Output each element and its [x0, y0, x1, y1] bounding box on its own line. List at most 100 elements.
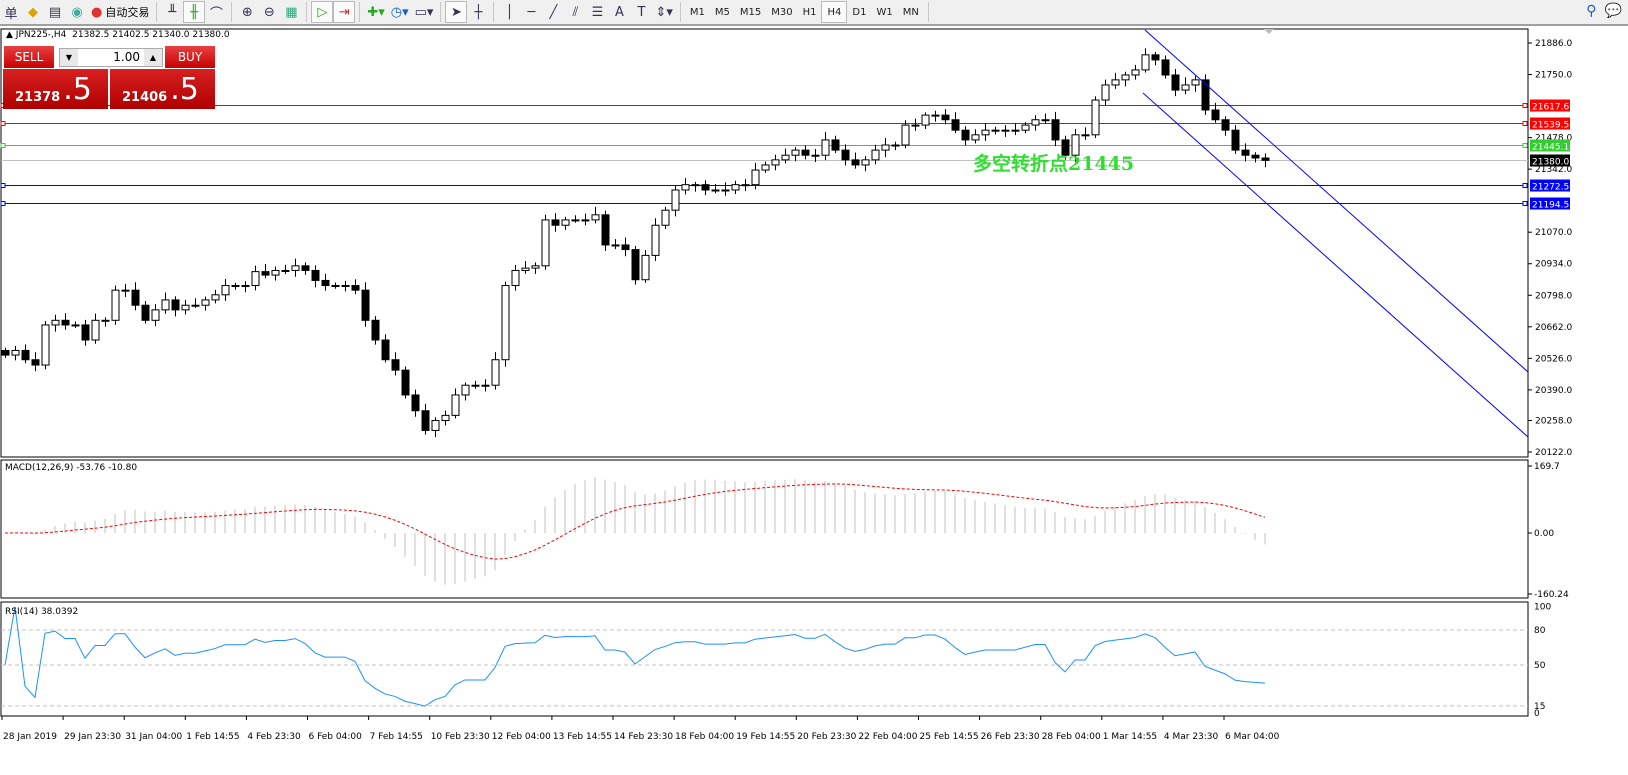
candle-bull	[251, 271, 260, 287]
candle-bull	[581, 219, 590, 222]
lot-increase-icon[interactable]: ▲	[144, 49, 162, 66]
divider	[927, 2, 929, 22]
divider	[359, 2, 361, 22]
candle-bull	[211, 294, 220, 301]
tile-windows-icon[interactable]: ▦	[285, 4, 298, 20]
candle-bear	[31, 359, 40, 366]
line-handle	[0, 201, 6, 206]
trendline-icon[interactable]: ╱	[549, 4, 558, 20]
text-label-icon[interactable]: T	[637, 4, 646, 20]
candle-bull	[541, 219, 550, 267]
collapse-icon[interactable]: ▲	[6, 30, 13, 40]
buy-button[interactable]: BUY	[165, 46, 215, 68]
time-label: 7 Feb 14:55	[370, 732, 423, 742]
lot-decrease-icon[interactable]: ▼	[60, 49, 78, 66]
fibonacci-icon[interactable]: ☰	[591, 4, 604, 20]
zoom-in-icon[interactable]: ⊕	[241, 4, 253, 20]
candle-bull	[471, 384, 480, 387]
candle-bull	[1001, 129, 1010, 132]
time-label: 26 Feb 23:30	[981, 732, 1040, 742]
candle-bull	[51, 319, 60, 326]
timeframe-w1[interactable]: W1	[876, 6, 893, 18]
equidistant-channel-icon[interactable]: ⫽	[572, 4, 579, 20]
timeframe-m30[interactable]: M30	[771, 6, 793, 18]
price-label-box	[1530, 139, 1570, 152]
arrows-icon[interactable]: ⇕▾	[655, 4, 673, 20]
periods-icon[interactable]: ◷▾	[390, 4, 409, 20]
auto-trade-button[interactable]: ● 自动交易	[88, 1, 152, 23]
time-label: 4 Mar 23:30	[1164, 732, 1219, 742]
lot-stepper[interactable]: ▼ 1.00 ▲	[59, 48, 163, 67]
candle-bear	[1251, 154, 1260, 159]
sell-price-frac: .5	[63, 72, 92, 107]
candle-bear	[951, 119, 960, 131]
candle-bull	[1101, 84, 1110, 101]
cursor-icon[interactable]: ➤	[445, 1, 468, 23]
bar-chart-icon[interactable]: ╨	[168, 4, 177, 20]
chart-shift-icon[interactable]: ⇥	[333, 1, 356, 23]
search-icon[interactable]: ⚲	[1586, 3, 1597, 19]
sell-button[interactable]: SELL	[4, 46, 54, 68]
rsi-pane	[0, 601, 1529, 717]
chart-area[interactable]: 21886.0 21750.0 21478.0 21342.0 21070.0 20934…	[0, 28, 1628, 775]
candle-bull	[761, 164, 770, 171]
text-icon[interactable]: A	[615, 4, 624, 20]
price-tick-label: 21750.0	[1535, 71, 1572, 81]
crosshair-icon[interactable]: ┼	[474, 4, 483, 20]
timeframe-h1[interactable]: H1	[802, 6, 817, 18]
candle-bull	[291, 265, 300, 271]
candle-bull	[611, 244, 620, 247]
gold-icon[interactable]: ◆	[28, 4, 38, 20]
timeframe-h4[interactable]: H4	[821, 1, 848, 23]
candle-bear	[1171, 74, 1180, 91]
candlestick-icon[interactable]: ╫	[183, 1, 206, 23]
time-label: 6 Mar 04:00	[1225, 732, 1280, 742]
line-handle	[0, 183, 6, 188]
candle-bear	[701, 184, 710, 191]
buy-price[interactable]: 21406.5	[110, 69, 215, 109]
line-handle	[1522, 121, 1528, 126]
candle-bull	[811, 154, 820, 157]
macd-label: MACD(12,26,9) -53.76 -10.80	[5, 463, 138, 473]
candle-bull	[981, 129, 990, 136]
candle-bull	[781, 154, 790, 161]
sell-price[interactable]: 21378.5	[3, 69, 108, 109]
candle-bull	[1031, 119, 1040, 126]
candle-bear	[401, 369, 410, 396]
price-label-box	[1530, 197, 1570, 210]
timeframe-mn[interactable]: MN	[902, 6, 919, 18]
vertical-line-icon[interactable]: │	[505, 4, 514, 20]
candle-bull	[161, 299, 170, 311]
templates-icon[interactable]: ▭▾	[414, 4, 434, 20]
indicators-icon[interactable]: ✚▾	[367, 4, 385, 20]
time-label: 31 Jan 04:00	[125, 732, 182, 742]
line-handle	[1522, 143, 1528, 148]
timeframe-m15[interactable]: M15	[739, 6, 762, 18]
timeframe-d1[interactable]: D1	[852, 6, 867, 18]
data-window-icon[interactable]: ▤	[48, 4, 62, 20]
candle-bear	[321, 279, 330, 287]
lot-input[interactable]: 1.00	[113, 50, 140, 64]
candle-bull	[271, 269, 280, 276]
signal-icon[interactable]: ◉	[71, 4, 83, 20]
chat-icon[interactable]: 💬	[1604, 3, 1622, 19]
timeframe-m1[interactable]: M1	[689, 6, 705, 18]
candle-bull	[1041, 119, 1050, 122]
sell-price-main: 21378	[15, 90, 61, 105]
candle-bull	[241, 285, 250, 288]
horizontal-line-icon[interactable]: ─	[527, 4, 536, 20]
line-chart-icon[interactable]: ⌒	[209, 6, 223, 22]
candle-bear	[1151, 54, 1160, 61]
auto-scroll-icon[interactable]: ▷	[311, 1, 334, 23]
candle-bull	[1181, 84, 1190, 91]
candle-bull	[971, 134, 980, 141]
zoom-out-icon[interactable]: ⊖	[263, 4, 275, 20]
menu-fragment[interactable]: 单	[4, 6, 18, 22]
rsi-label: RSI(14) 38.0392	[5, 607, 79, 617]
timeframe-m5[interactable]: M5	[714, 6, 730, 18]
pivot-annotation[interactable]: 多空转折点21445	[973, 153, 1135, 175]
candle-bull	[331, 285, 340, 288]
candle-bear	[411, 394, 420, 412]
chart-header: ▲ JPN225-,H4 21382.5 21402.5 21340.0 213…	[6, 30, 230, 40]
chart-shift-marker	[1264, 29, 1274, 34]
